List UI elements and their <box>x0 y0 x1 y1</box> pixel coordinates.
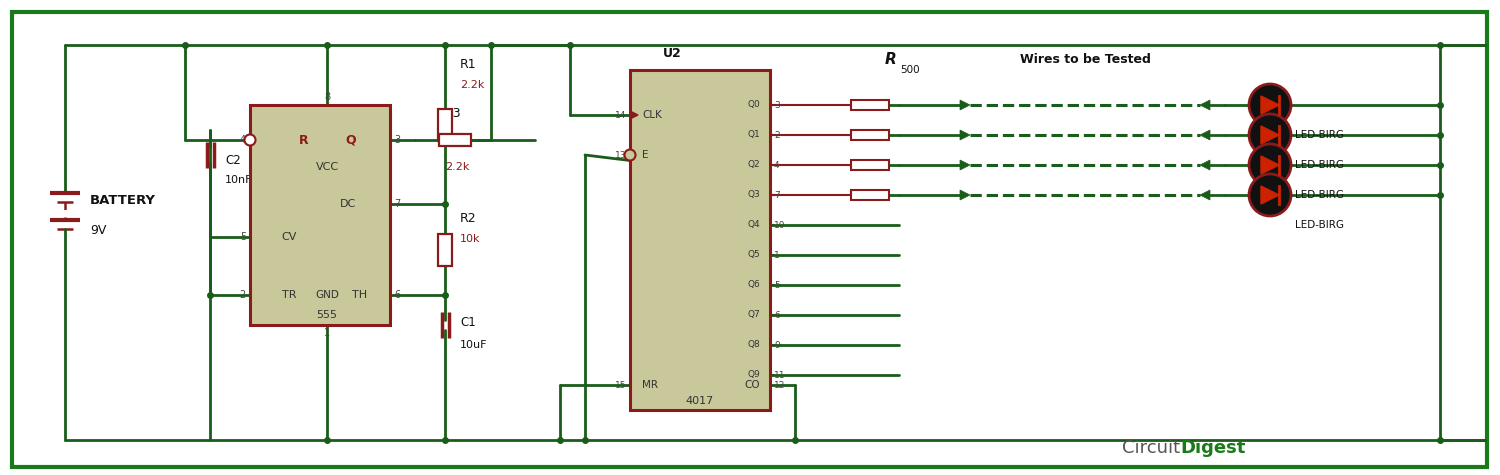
Text: 4: 4 <box>774 161 780 170</box>
Circle shape <box>624 150 636 161</box>
Polygon shape <box>1200 130 1210 140</box>
Text: 6: 6 <box>394 290 400 300</box>
Bar <box>850 130 889 140</box>
Text: LED-BIRG: LED-BIRG <box>1296 130 1344 140</box>
Text: Q2: Q2 <box>747 161 760 170</box>
Text: 2.2k: 2.2k <box>460 80 484 90</box>
Text: 8: 8 <box>324 92 330 102</box>
Text: 5: 5 <box>774 281 780 289</box>
Bar <box>251 105 390 325</box>
Text: 15: 15 <box>615 380 626 390</box>
Circle shape <box>1250 174 1292 216</box>
Polygon shape <box>1200 190 1210 200</box>
Text: 10k: 10k <box>460 234 480 244</box>
Circle shape <box>244 134 255 145</box>
Text: 4017: 4017 <box>686 396 714 406</box>
Polygon shape <box>1262 96 1280 114</box>
Text: R2: R2 <box>460 212 477 226</box>
Text: GND: GND <box>315 290 339 300</box>
Polygon shape <box>1262 186 1280 204</box>
Text: Q: Q <box>345 133 355 146</box>
Text: 7: 7 <box>394 199 400 209</box>
Text: 9V: 9V <box>90 224 106 237</box>
Text: R: R <box>885 53 897 67</box>
Bar <box>630 70 770 410</box>
Text: BATTERY: BATTERY <box>90 193 156 207</box>
Text: LED-BIRG: LED-BIRG <box>1296 220 1344 230</box>
Text: C1: C1 <box>460 316 476 330</box>
Text: 1: 1 <box>324 328 330 338</box>
Polygon shape <box>960 100 970 110</box>
Text: 2: 2 <box>240 290 246 300</box>
Text: Q6: Q6 <box>747 281 760 289</box>
Text: 12: 12 <box>774 380 786 390</box>
Bar <box>850 100 889 110</box>
Polygon shape <box>1200 160 1210 170</box>
Text: CV: CV <box>282 232 297 242</box>
Polygon shape <box>1262 156 1280 174</box>
Text: U2: U2 <box>663 47 681 60</box>
Text: 10nF: 10nF <box>225 175 252 185</box>
Text: 1: 1 <box>774 250 780 259</box>
Text: R: R <box>298 133 307 146</box>
Text: MR: MR <box>642 380 658 390</box>
Polygon shape <box>960 160 970 170</box>
Text: 11: 11 <box>774 370 786 380</box>
Bar <box>438 234 452 266</box>
Bar <box>850 190 889 200</box>
Circle shape <box>1250 144 1292 186</box>
Text: Q3: Q3 <box>747 190 760 200</box>
Text: 3: 3 <box>394 135 400 145</box>
Text: 5: 5 <box>240 232 246 242</box>
Polygon shape <box>960 130 970 140</box>
Text: Wires to be Tested: Wires to be Tested <box>1020 53 1150 66</box>
Text: Circuit: Circuit <box>1122 439 1180 457</box>
Text: 9: 9 <box>774 341 780 350</box>
Text: VCC: VCC <box>315 162 339 171</box>
Polygon shape <box>1200 100 1210 110</box>
Text: 500: 500 <box>900 65 920 75</box>
Text: Q0: Q0 <box>747 101 760 110</box>
Polygon shape <box>1262 126 1280 144</box>
Text: CLK: CLK <box>642 110 662 120</box>
Bar <box>850 160 889 170</box>
Text: Q8: Q8 <box>747 341 760 350</box>
Circle shape <box>1250 114 1292 156</box>
Text: CO: CO <box>744 380 760 390</box>
Text: R3: R3 <box>446 107 462 120</box>
Text: 2: 2 <box>774 131 780 140</box>
Text: R1: R1 <box>460 58 477 72</box>
Text: 2.2k: 2.2k <box>446 162 470 172</box>
Text: 10: 10 <box>774 220 786 229</box>
Text: TH: TH <box>351 290 368 300</box>
Text: 13: 13 <box>615 151 626 160</box>
Polygon shape <box>630 111 638 119</box>
Text: Q1: Q1 <box>747 131 760 140</box>
Circle shape <box>1250 84 1292 126</box>
Text: C2: C2 <box>225 153 240 167</box>
Text: 6: 6 <box>774 311 780 320</box>
Text: E: E <box>642 150 648 160</box>
Text: 7: 7 <box>774 190 780 200</box>
Text: LED-BIRG: LED-BIRG <box>1296 160 1344 170</box>
Text: Q7: Q7 <box>747 311 760 320</box>
Bar <box>438 108 452 141</box>
Text: 10uF: 10uF <box>460 340 488 350</box>
FancyBboxPatch shape <box>12 12 1486 467</box>
Text: Digest: Digest <box>1180 439 1245 457</box>
Text: Q5: Q5 <box>747 250 760 259</box>
Text: Q9: Q9 <box>747 370 760 380</box>
Text: TR: TR <box>282 290 297 300</box>
Text: 3: 3 <box>774 101 780 110</box>
Bar <box>440 134 471 146</box>
Text: LED-BIRG: LED-BIRG <box>1296 190 1344 200</box>
Text: 4: 4 <box>240 135 246 145</box>
Polygon shape <box>960 190 970 200</box>
Text: DC: DC <box>340 199 356 209</box>
Text: 14: 14 <box>615 111 626 120</box>
Text: Q4: Q4 <box>747 220 760 229</box>
Text: 555: 555 <box>316 310 338 320</box>
